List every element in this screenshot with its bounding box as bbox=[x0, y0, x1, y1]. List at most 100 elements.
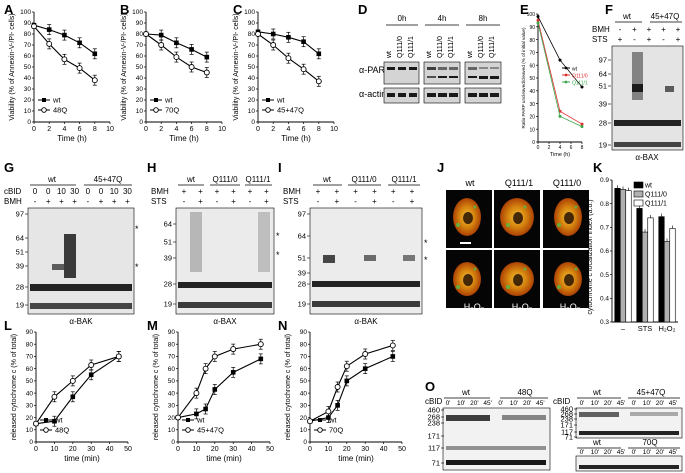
time-label: 45' bbox=[617, 449, 625, 456]
sts-sign: - bbox=[354, 197, 357, 206]
bar-q111-1 bbox=[625, 190, 632, 323]
x-tick-label: 20 bbox=[343, 446, 351, 453]
series-line-48q bbox=[35, 355, 119, 424]
x-tick-label: 20 bbox=[211, 446, 219, 453]
y-tick-label: 90 bbox=[300, 329, 308, 336]
x-tick-label: 6 bbox=[302, 126, 306, 133]
y-axis-label: Viability (% of Annexin-V-/PI- cells) bbox=[233, 13, 240, 120]
mw-marker-117: 117 bbox=[428, 444, 440, 453]
bmh-sign: - bbox=[619, 25, 622, 34]
x-tick-label: 8 bbox=[317, 126, 321, 133]
panel-label-n: N bbox=[278, 318, 287, 333]
x-tick-label: 10 bbox=[330, 126, 338, 133]
micro-col-q111-0: Q111/0 bbox=[553, 178, 581, 188]
panel-label-m: M bbox=[147, 318, 158, 333]
blot-i-group-q111-0: Q111/0 bbox=[351, 175, 377, 184]
blot-i-group-q111-1: Q111/1 bbox=[391, 175, 417, 184]
y-tick-label: 0.9 bbox=[600, 177, 609, 184]
mw-marker-71: 71 bbox=[565, 433, 573, 442]
time-label: 0' bbox=[580, 449, 585, 456]
micro-col-q111-1: Q111/1 bbox=[505, 178, 533, 188]
blot-h-star-1: * bbox=[276, 231, 280, 241]
bmh-sign: + bbox=[59, 197, 64, 206]
data-point bbox=[46, 27, 52, 32]
legend-marker bbox=[564, 73, 568, 77]
y-tick-label: 60 bbox=[26, 366, 34, 373]
bmh-sign: + bbox=[248, 187, 253, 196]
micrographs-j: wt Q111/1 Q111/0 H₂O₂ H₂O₂ H₂O₂ bbox=[446, 178, 589, 312]
y-tick-label: 0 bbox=[251, 119, 255, 126]
x-tick-label: 8 bbox=[205, 126, 209, 133]
legend-swatch bbox=[633, 199, 644, 207]
x-tick-label: 50 bbox=[266, 446, 274, 453]
data-point bbox=[258, 356, 264, 362]
series-line-wt bbox=[35, 355, 120, 425]
x-tick-label: 4 bbox=[62, 126, 66, 133]
legend-marker bbox=[42, 98, 46, 102]
mw-marker-39: 39 bbox=[16, 262, 24, 271]
mw-marker-268: 268 bbox=[560, 410, 573, 419]
y-tick-label: 90 bbox=[26, 329, 34, 336]
mw-marker-64: 64 bbox=[298, 232, 306, 241]
y-tick-label: 20 bbox=[26, 415, 34, 422]
sts-sign: - bbox=[633, 35, 636, 44]
sts-sign: + bbox=[198, 197, 203, 206]
data-point bbox=[194, 411, 199, 417]
y-tick-label: 60 bbox=[24, 53, 32, 60]
data-point bbox=[362, 351, 369, 357]
blot-i-bak: wt Q111/0 Q111/1 BMH STS + + + + + +- + - + - + 97… bbox=[283, 175, 428, 326]
y-tick-label: 100 bbox=[20, 9, 31, 16]
mw-marker-64: 64 bbox=[599, 70, 607, 79]
x-axis-label: Time (h) bbox=[57, 134, 87, 143]
y-axis-label: Viability (% of Annexin-V-/PI- cells) bbox=[9, 13, 16, 120]
data-point bbox=[62, 32, 67, 38]
chart-n-cytc-release-70q: 0 10 20 30 40 50 60 70 80 90 0 10 20 30 40 50 time (min)… bbox=[285, 329, 406, 463]
time-label: 10' bbox=[457, 400, 465, 407]
cell-nucleus bbox=[564, 274, 574, 286]
y-tick-label: 50 bbox=[26, 378, 34, 385]
data-point bbox=[536, 15, 540, 19]
y-tick-label: 20 bbox=[168, 415, 176, 422]
data-point bbox=[536, 21, 540, 25]
gel-o-r1-45-47q: 45+47Q bbox=[637, 388, 666, 397]
x-tick-label: 20 bbox=[69, 446, 77, 453]
data-point bbox=[46, 40, 53, 47]
blot-f-antibody: α-BAX bbox=[635, 153, 659, 162]
mw-marker-19: 19 bbox=[164, 300, 172, 309]
data-point bbox=[580, 122, 584, 126]
data-point bbox=[188, 64, 195, 70]
green-speckle bbox=[574, 267, 578, 271]
mw-marker-28: 28 bbox=[298, 280, 306, 289]
cbid-dose: 0 bbox=[33, 187, 38, 196]
blot-g-row-bmh: BMH bbox=[4, 197, 22, 206]
chart-m-cytc-release-45-47q: 0 10 20 30 40 50 60 70 80 90 0 10 20 30 40 50 time (min)… bbox=[153, 329, 274, 463]
data-point bbox=[255, 31, 261, 37]
bmh-sign: - bbox=[86, 197, 89, 206]
data-point bbox=[203, 69, 210, 76]
bar-wt bbox=[614, 187, 621, 323]
blot-d-row-actin: α-actin bbox=[359, 89, 386, 99]
data-point bbox=[143, 31, 149, 37]
y-tick-label: 70 bbox=[248, 42, 256, 49]
green-speckle bbox=[506, 223, 510, 227]
y-tick-label: 0 bbox=[139, 119, 143, 126]
y-tick-label: 60 bbox=[248, 53, 256, 60]
legend-marker bbox=[317, 427, 323, 433]
time-label: 10' bbox=[643, 400, 651, 407]
time-label: 45' bbox=[669, 449, 677, 456]
y-tick-label: 60 bbox=[136, 53, 144, 60]
panel-label-k: K bbox=[593, 160, 603, 175]
cbid-dose: 10 bbox=[110, 187, 119, 196]
data-point bbox=[558, 58, 562, 62]
legend-label: 45+47Q bbox=[277, 106, 304, 115]
legend-label: Q111/0 bbox=[572, 74, 588, 80]
time-label: 20' bbox=[604, 449, 612, 456]
data-point bbox=[325, 408, 332, 415]
time-label: 0' bbox=[580, 400, 585, 407]
x-tick-label: 10 bbox=[325, 446, 333, 453]
mw-marker-51: 51 bbox=[16, 248, 24, 257]
data-point bbox=[173, 54, 180, 61]
category-label: – bbox=[621, 324, 626, 333]
blot-i-row-sts: STS bbox=[283, 197, 299, 206]
